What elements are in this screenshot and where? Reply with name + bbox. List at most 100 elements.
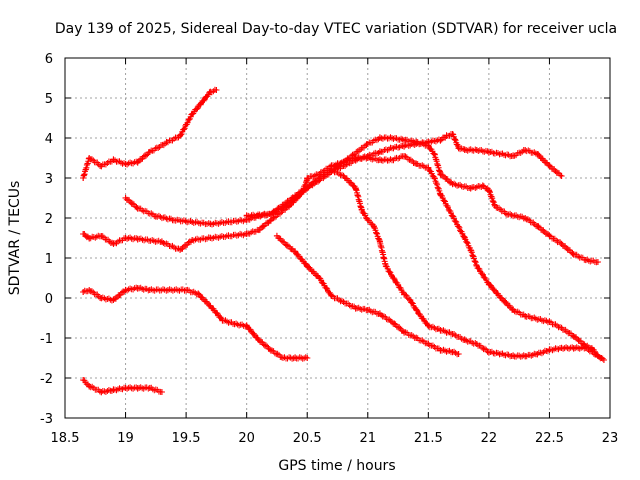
data-point xyxy=(498,295,504,301)
data-point xyxy=(80,175,87,181)
series-track-8 xyxy=(328,166,607,363)
data-point xyxy=(80,231,87,237)
data-point xyxy=(110,157,117,163)
data-point xyxy=(413,139,420,145)
data-point xyxy=(558,345,565,351)
data-point xyxy=(328,167,335,173)
data-point xyxy=(364,217,371,223)
data-point xyxy=(86,383,93,389)
data-point xyxy=(401,153,408,159)
data-point xyxy=(189,111,196,117)
data-point xyxy=(122,195,129,201)
data-point xyxy=(425,341,432,347)
data-point xyxy=(510,153,517,159)
x-axis-tick-labels: 18.5 19 19.5 20 20.5 21 21.5 22 22.5 23 xyxy=(51,431,619,446)
data-point xyxy=(401,329,408,335)
series-markers xyxy=(80,377,165,396)
data-point xyxy=(213,87,220,93)
data-point xyxy=(413,307,420,313)
data-point xyxy=(86,235,93,241)
data-point xyxy=(382,263,389,269)
x-tick-label: 21 xyxy=(360,431,377,446)
data-point xyxy=(370,223,377,229)
data-point xyxy=(292,249,299,255)
data-point xyxy=(570,333,577,339)
series-markers xyxy=(80,284,311,362)
data-point xyxy=(80,377,87,383)
data-point xyxy=(164,139,171,145)
data-point xyxy=(134,285,141,291)
data-point xyxy=(197,101,204,107)
data-point xyxy=(292,193,299,199)
data-point xyxy=(352,185,359,191)
data-point xyxy=(376,135,383,141)
data-point xyxy=(304,175,311,181)
data-point xyxy=(243,231,250,237)
data-point xyxy=(485,149,492,155)
data-point xyxy=(498,351,504,357)
data-point xyxy=(498,151,504,157)
chart-title: Day 139 of 2025, Sidereal Day-to-day VTE… xyxy=(55,21,617,37)
data-point xyxy=(177,247,184,253)
y-axis-label: SDTVAR / TECUs xyxy=(7,181,23,296)
data-point xyxy=(352,155,359,161)
data-point xyxy=(292,355,299,361)
data-point xyxy=(280,239,286,245)
data-point xyxy=(473,147,480,153)
data-point xyxy=(558,241,565,247)
data-point xyxy=(134,205,141,211)
data-point xyxy=(328,293,335,299)
series-track-3 xyxy=(80,284,311,362)
x-tick-label: 21.5 xyxy=(414,431,443,446)
data-point xyxy=(177,133,184,139)
data-point xyxy=(122,235,129,241)
data-point xyxy=(164,287,171,293)
y-tick-label: 1 xyxy=(45,252,53,267)
data-point xyxy=(443,133,450,139)
data-point xyxy=(504,211,511,217)
data-point xyxy=(449,131,456,137)
data-point xyxy=(485,187,492,193)
data-point xyxy=(340,299,347,305)
data-point xyxy=(425,165,432,171)
data-point xyxy=(407,297,414,303)
data-point xyxy=(594,353,601,359)
data-point xyxy=(207,221,214,227)
data-point xyxy=(437,347,444,353)
data-point xyxy=(389,319,395,325)
data-point xyxy=(461,147,468,153)
y-axis-tick-labels: -3 -2 -1 0 1 2 3 4 5 6 xyxy=(40,52,53,427)
y-tick-label: -3 xyxy=(40,412,53,427)
data-point xyxy=(352,305,359,311)
data-point xyxy=(534,151,541,157)
series-markers xyxy=(122,131,565,228)
data-point xyxy=(473,341,480,347)
data-point xyxy=(522,353,529,359)
data-point xyxy=(449,213,456,219)
x-tick-label: 19 xyxy=(117,431,134,446)
data-point xyxy=(86,287,93,293)
data-point xyxy=(122,161,129,167)
data-point xyxy=(122,287,129,293)
data-point xyxy=(304,263,311,269)
data-point xyxy=(146,287,153,293)
plot-frame xyxy=(64,57,611,419)
data-point xyxy=(534,223,541,229)
data-point xyxy=(546,347,553,353)
data-point xyxy=(243,213,250,219)
data-point xyxy=(376,311,383,317)
data-point xyxy=(558,325,565,331)
data-point xyxy=(358,207,365,213)
data-point xyxy=(146,149,153,155)
data-point xyxy=(389,135,395,141)
data-point xyxy=(255,337,262,343)
data-point xyxy=(401,291,408,297)
data-point xyxy=(225,233,232,239)
data-point xyxy=(376,239,383,245)
x-tick-label: 23 xyxy=(602,431,619,446)
data-point xyxy=(479,183,486,189)
data-point xyxy=(425,323,432,329)
data-point xyxy=(425,143,432,149)
y-tick-label: 2 xyxy=(45,212,53,227)
grid-lines xyxy=(65,58,610,418)
